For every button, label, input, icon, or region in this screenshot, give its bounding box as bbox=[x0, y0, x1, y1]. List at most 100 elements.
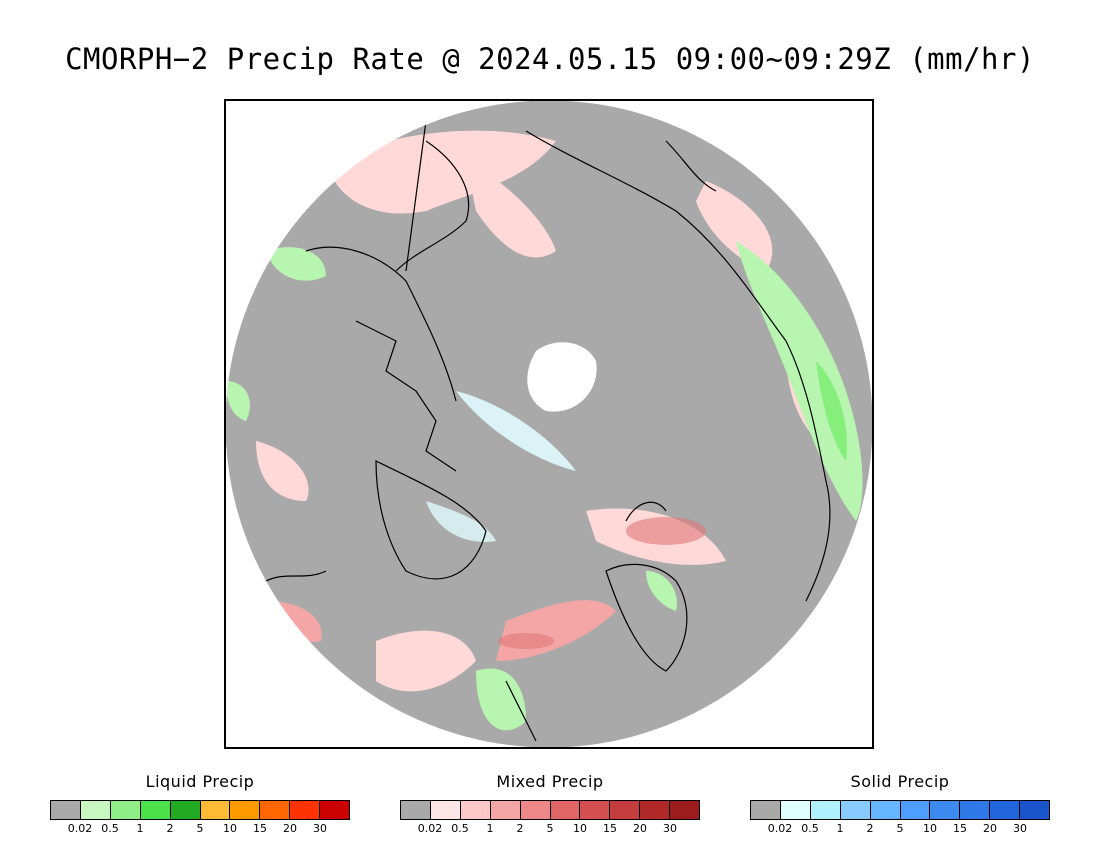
british-isles bbox=[505, 680, 537, 742]
color-scale bbox=[50, 800, 350, 820]
polar-precip-map bbox=[224, 99, 874, 749]
no-precip-area bbox=[226, 101, 872, 747]
mixed-precip-area bbox=[696, 181, 773, 271]
mixed-precip-area bbox=[256, 441, 309, 501]
legend-swatch bbox=[900, 801, 931, 819]
legend-swatch bbox=[430, 801, 461, 819]
coastlines bbox=[265, 120, 831, 742]
scandinavia-outline bbox=[605, 563, 688, 672]
legend-swatch bbox=[290, 801, 321, 819]
legend-swatch bbox=[930, 801, 961, 819]
legend-swatch bbox=[110, 801, 141, 819]
legend-tick-label: 30 bbox=[313, 822, 327, 835]
color-scale bbox=[750, 800, 1050, 820]
mixed-precip-core bbox=[626, 517, 706, 545]
legend-tick-label: 10 bbox=[923, 822, 937, 835]
canadian-coast bbox=[305, 246, 457, 402]
legend-swatch bbox=[780, 801, 811, 819]
legend-tick-label: 5 bbox=[896, 822, 904, 835]
mixed-precip-legend: Mixed Precip 0.02 0.5 1 2 5 10 15 20 30 bbox=[400, 772, 700, 838]
page-title: CMORPH−2 Precip Rate @ 2024.05.15 09:00~… bbox=[65, 42, 1035, 76]
legend-swatch bbox=[810, 801, 841, 819]
alaska-border bbox=[405, 120, 427, 272]
arctic-archipelago bbox=[355, 320, 457, 472]
tick-labels: 0.02 0.5 1 2 5 10 15 20 30 bbox=[50, 822, 350, 838]
legend-swatch bbox=[751, 801, 781, 819]
legend-tick-label: 20 bbox=[283, 822, 297, 835]
legend-swatch bbox=[520, 801, 551, 819]
mixed-precip-core bbox=[498, 633, 554, 649]
color-scale bbox=[400, 800, 700, 820]
liquid-precip-area bbox=[646, 571, 677, 611]
legend-swatch bbox=[1020, 801, 1050, 819]
mixed-precip-area bbox=[466, 161, 556, 258]
legend-tick-label: 15 bbox=[953, 822, 967, 835]
legend-tick-label: 0.5 bbox=[801, 822, 819, 835]
legend-tick-label: 30 bbox=[663, 822, 677, 835]
legend-swatch bbox=[640, 801, 671, 819]
legend-tick-label: 1 bbox=[136, 822, 144, 835]
legend-swatch bbox=[140, 801, 171, 819]
legend-swatch bbox=[610, 801, 641, 819]
legend-title: Liquid Precip bbox=[145, 772, 255, 791]
legend-tick-label: 15 bbox=[253, 822, 267, 835]
legend-swatch bbox=[260, 801, 291, 819]
liquid-precip-area bbox=[476, 668, 526, 731]
eurasia-coast bbox=[785, 340, 831, 602]
legend-swatch bbox=[320, 801, 350, 819]
legend-tick-label: 1 bbox=[486, 822, 494, 835]
legend-tick-label: 20 bbox=[983, 822, 997, 835]
liquid-precip-area bbox=[816, 361, 847, 461]
hudson-bay-coast bbox=[265, 570, 327, 582]
legend-tick-label: 0.5 bbox=[101, 822, 119, 835]
legend-swatch bbox=[870, 801, 901, 819]
solid-precip-area bbox=[527, 342, 597, 412]
legend-tick-label: 0.02 bbox=[417, 822, 443, 835]
tick-labels: 0.02 0.5 1 2 5 10 15 20 30 bbox=[400, 822, 700, 838]
legend-swatch bbox=[170, 801, 201, 819]
greenland-outline bbox=[375, 460, 487, 580]
mixed-precip-area bbox=[326, 130, 556, 214]
legend-swatch bbox=[960, 801, 991, 819]
alaska-coast bbox=[395, 140, 470, 272]
legend-swatch bbox=[401, 801, 431, 819]
legend-tick-label: 1 bbox=[836, 822, 844, 835]
legend-swatch bbox=[490, 801, 521, 819]
liquid-precip-area bbox=[266, 247, 326, 281]
legend-swatch bbox=[670, 801, 700, 819]
legend-title: Mixed Precip bbox=[496, 772, 604, 791]
liquid-precip-legend: Liquid Precip 0.02 0.5 1 2 5 10 15 20 30 bbox=[50, 772, 350, 838]
mixed-precip-area bbox=[376, 630, 476, 692]
map-canvas bbox=[226, 101, 872, 747]
legend-tick-label: 15 bbox=[603, 822, 617, 835]
solid-precip-area bbox=[426, 501, 496, 542]
legend-tick-label: 20 bbox=[633, 822, 647, 835]
legend-tick-label: 30 bbox=[1013, 822, 1027, 835]
legend-swatch bbox=[80, 801, 111, 819]
legend-tick-label: 0.02 bbox=[67, 822, 93, 835]
legend-swatch bbox=[550, 801, 581, 819]
legend-swatch bbox=[990, 801, 1021, 819]
legend-tick-label: 0.02 bbox=[767, 822, 793, 835]
solid-precip-legend: Solid Precip 0.02 0.5 1 2 5 10 15 20 30 bbox=[750, 772, 1050, 838]
liquid-precip-area bbox=[226, 381, 250, 421]
legend-tick-label: 5 bbox=[196, 822, 204, 835]
legend-tick-label: 2 bbox=[166, 822, 174, 835]
legend-swatch bbox=[460, 801, 491, 819]
liquid-precip-area bbox=[736, 241, 863, 521]
legend-swatch bbox=[51, 801, 81, 819]
svalbard-outline bbox=[625, 501, 667, 522]
legend-tick-label: 2 bbox=[516, 822, 524, 835]
legend-tick-label: 2 bbox=[866, 822, 874, 835]
legend-swatch bbox=[840, 801, 871, 819]
tick-labels: 0.02 0.5 1 2 5 10 15 20 30 bbox=[750, 822, 1050, 838]
legend-tick-label: 5 bbox=[546, 822, 554, 835]
legend-swatch bbox=[580, 801, 611, 819]
solid-precip-area bbox=[456, 391, 576, 471]
legend-tick-label: 0.5 bbox=[451, 822, 469, 835]
legend-tick-label: 10 bbox=[573, 822, 587, 835]
legend-tick-label: 10 bbox=[223, 822, 237, 835]
legend-title: Solid Precip bbox=[850, 772, 950, 791]
legend-swatch bbox=[200, 801, 231, 819]
chukotka-coast bbox=[665, 140, 717, 192]
